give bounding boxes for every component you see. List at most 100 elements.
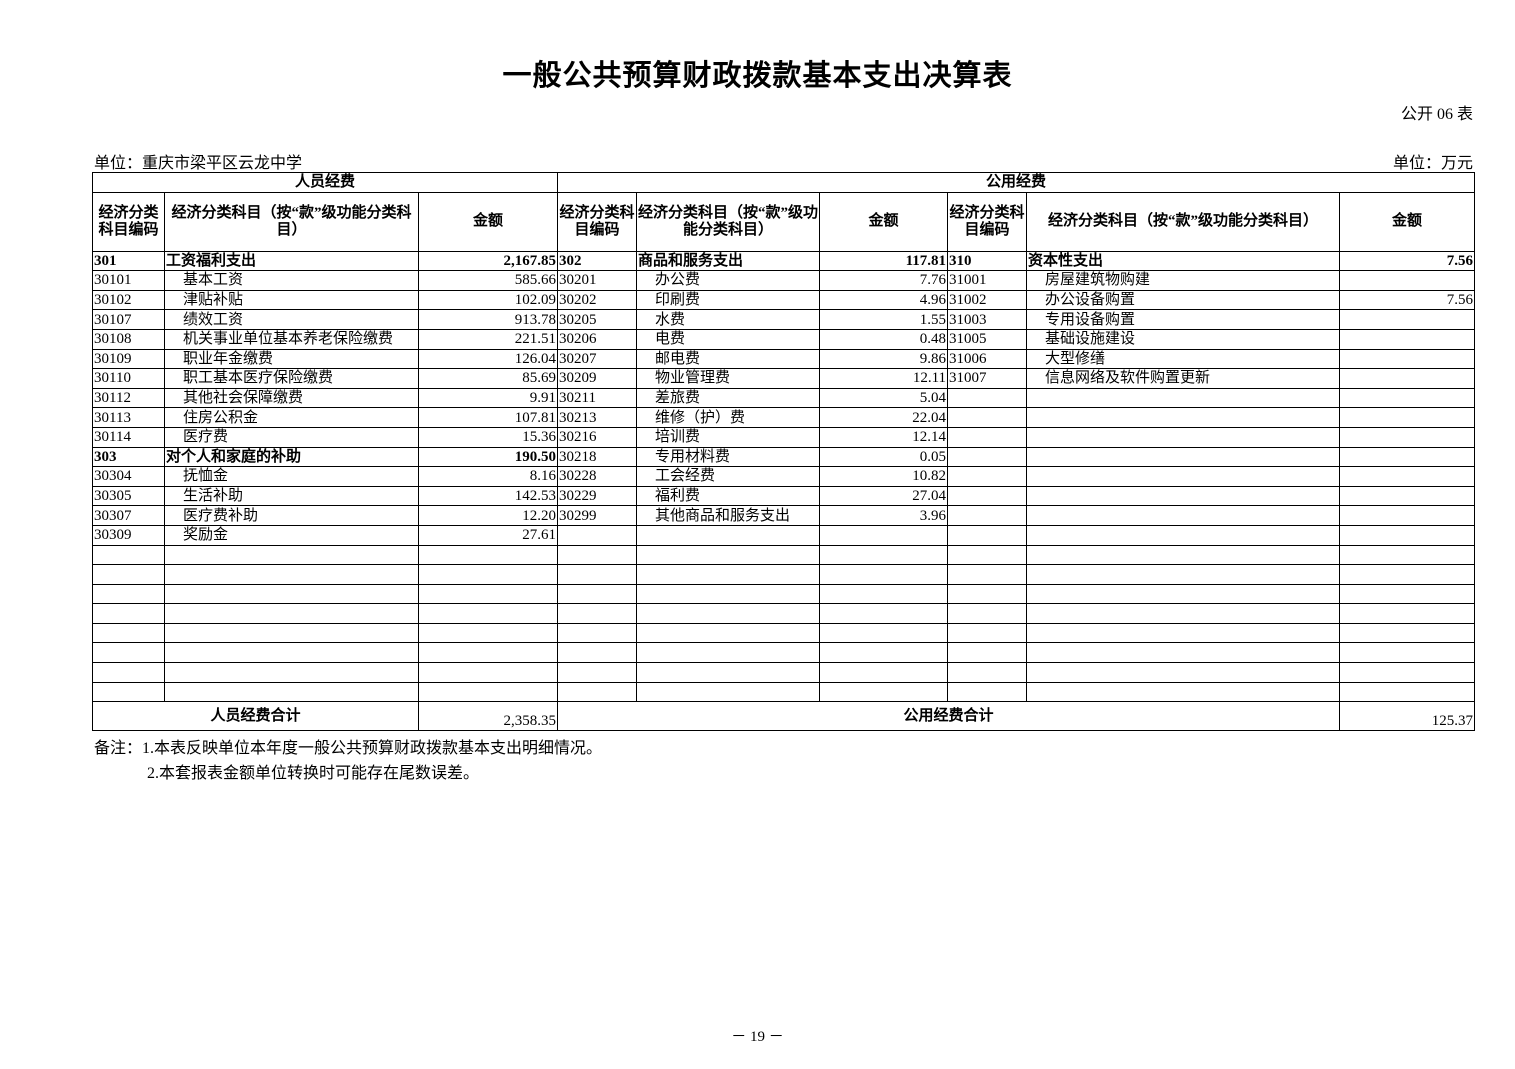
table-row: 301 工资福利支出 2,167.85 302 商品和服务支出 117.81 310 资本性支… (92, 250, 1476, 272)
capital-amount-cell (1339, 662, 1476, 683)
goods-code-cell (557, 544, 638, 566)
personnel-code-cell (92, 662, 165, 683)
goods-name-cell: 电费 (636, 328, 821, 350)
personnel-name-cell: 对个人和家庭的补助 (164, 446, 419, 468)
personnel-name-cell (164, 622, 419, 644)
personnel-code-cell: 30101 (92, 270, 165, 291)
goods-code-cell: 30202 (557, 289, 638, 311)
personnel-amount-cell: 15.36 (417, 426, 559, 448)
table-row (92, 642, 1476, 664)
personnel-amount-cell (417, 564, 559, 585)
personnel-name-cell: 机关事业单位基本养老保险缴费 (164, 328, 419, 350)
capital-amount-cell (1339, 544, 1476, 566)
goods-amount-cell: 9.86 (819, 348, 949, 370)
personnel-amount-cell: 12.20 (417, 505, 559, 526)
personnel-amount-cell: 190.50 (417, 446, 559, 468)
personnel-name-cell: 基本工资 (164, 270, 419, 291)
currency-unit: 单位：万元 (1392, 155, 1473, 172)
personnel-total-amount: 2,358.35 (417, 701, 559, 732)
personnel-code-cell: 30307 (92, 505, 165, 526)
table-row: 30101 基本工资 585.66 30201 办公费 7.76 31001 房屋建筑物购建 (92, 270, 1476, 291)
goods-name-cell: 商品和服务支出 (636, 250, 821, 272)
goods-code-cell: 30207 (557, 348, 638, 370)
goods-name-cell: 其他商品和服务支出 (636, 505, 821, 526)
capital-code-cell (947, 622, 1028, 644)
goods-code-cell (557, 662, 638, 683)
form-number: 公开 06 表 (1400, 106, 1473, 123)
capital-amount-cell (1339, 446, 1476, 468)
table-row (92, 583, 1476, 605)
goods-name-cell: 办公费 (636, 270, 821, 291)
table-row (92, 544, 1476, 566)
capital-name-cell: 房屋建筑物购建 (1026, 270, 1341, 291)
capital-name-cell (1026, 426, 1341, 448)
personnel-name-cell (164, 681, 419, 703)
capital-name-cell (1026, 564, 1341, 585)
capital-name-cell: 基础设施建设 (1026, 328, 1341, 350)
capital-amount-cell (1339, 524, 1476, 546)
capital-amount-cell (1339, 328, 1476, 350)
personnel-code-cell (92, 642, 165, 664)
goods-name-cell (636, 603, 821, 624)
personnel-amount-cell (417, 603, 559, 624)
personnel-name-cell: 工资福利支出 (164, 250, 419, 272)
table-row: 30102 津贴补贴 102.09 30202 印刷费 4.96 31002 办公设备购置 7.… (92, 289, 1476, 311)
goods-code-cell: 302 (557, 250, 638, 272)
personnel-name-cell: 其他社会保障缴费 (164, 387, 419, 409)
capital-amount-cell (1339, 407, 1476, 428)
table-row (92, 564, 1476, 585)
table-row (92, 662, 1476, 683)
capital-amount-cell: 7.56 (1339, 289, 1476, 311)
personnel-name-cell: 医疗费补助 (164, 505, 419, 526)
capital-amount-cell: 7.56 (1339, 250, 1476, 272)
table-row: 30108 机关事业单位基本养老保险缴费 221.51 30206 电费 0.48 3100… (92, 328, 1476, 350)
table-row (92, 622, 1476, 644)
capital-amount-cell (1339, 603, 1476, 624)
goods-amount-cell (819, 622, 949, 644)
capital-name-cell (1026, 544, 1341, 566)
personnel-total-label: 人员经费合计 (92, 701, 419, 732)
capital-code-cell (947, 544, 1028, 566)
col-header-code: 经济分类科目编码 (947, 191, 1028, 252)
personnel-code-cell: 30108 (92, 328, 165, 350)
capital-amount-cell (1339, 466, 1476, 487)
goods-amount-cell (819, 544, 949, 566)
goods-name-cell (636, 524, 821, 546)
personnel-name-cell (164, 662, 419, 683)
table-row (92, 603, 1476, 624)
personnel-code-cell: 30112 (92, 387, 165, 409)
capital-amount-cell (1339, 564, 1476, 585)
table-row: 303 对个人和家庭的补助 190.50 30218 专用材料费 0.05 (92, 446, 1476, 468)
goods-name-cell: 培训费 (636, 426, 821, 448)
personnel-amount-cell: 9.91 (417, 387, 559, 409)
goods-code-cell (557, 564, 638, 585)
capital-name-cell (1026, 505, 1341, 526)
goods-amount-cell (819, 564, 949, 585)
capital-amount-cell (1339, 368, 1476, 389)
personnel-amount-cell: 913.78 (417, 309, 559, 330)
personnel-code-cell (92, 622, 165, 644)
table-row: 30109 职业年金缴费 126.04 30207 邮电费 9.86 31006 大型修缮 (92, 348, 1476, 370)
goods-name-cell: 物业管理费 (636, 368, 821, 389)
capital-name-cell (1026, 642, 1341, 664)
goods-code-cell: 30229 (557, 485, 638, 507)
goods-amount-cell (819, 603, 949, 624)
capital-code-cell (947, 564, 1028, 585)
personnel-name-cell: 住房公积金 (164, 407, 419, 428)
capital-name-cell (1026, 662, 1341, 683)
goods-code-cell (557, 622, 638, 644)
personnel-code-cell: 30304 (92, 466, 165, 487)
personnel-name-cell: 绩效工资 (164, 309, 419, 330)
goods-code-cell: 30299 (557, 505, 638, 526)
col-header-name: 经济分类科目（按“款”级功能分类科目） (164, 191, 419, 252)
goods-code-cell: 30216 (557, 426, 638, 448)
personnel-code-cell: 30305 (92, 485, 165, 507)
capital-amount-cell (1339, 270, 1476, 291)
capital-name-cell (1026, 681, 1341, 703)
capital-code-cell: 31002 (947, 289, 1028, 311)
table-row: 30114 医疗费 15.36 30216 培训费 12.14 (92, 426, 1476, 448)
personnel-amount-cell (417, 544, 559, 566)
goods-amount-cell: 0.48 (819, 328, 949, 350)
personnel-code-cell: 301 (92, 250, 165, 272)
